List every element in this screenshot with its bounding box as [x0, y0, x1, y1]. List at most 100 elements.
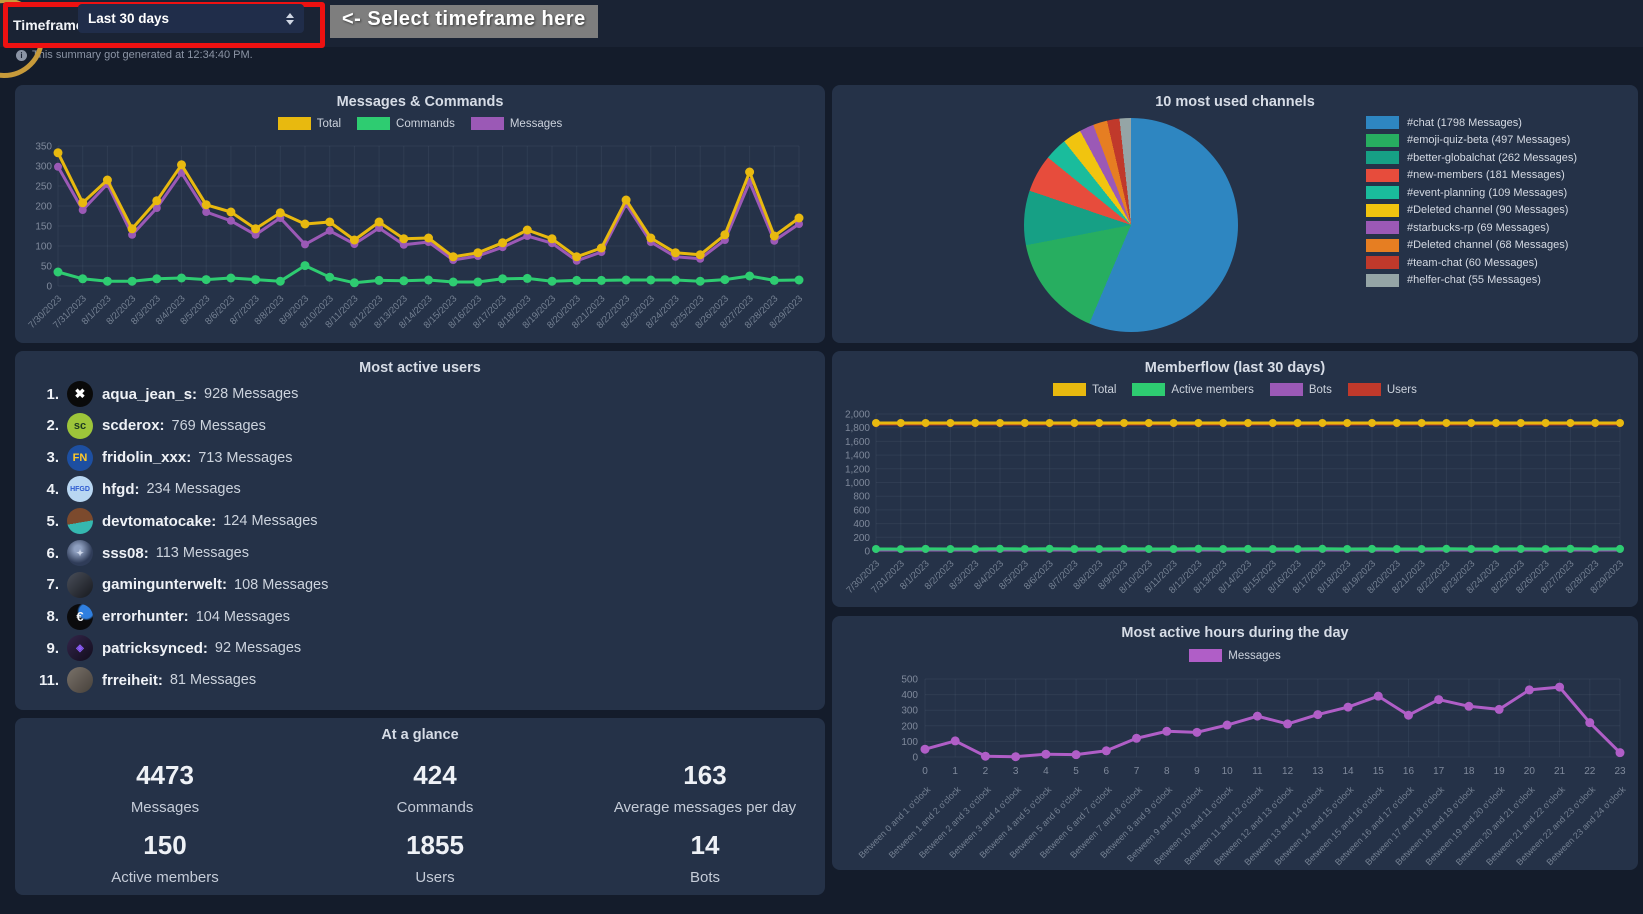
- data-point: [1252, 711, 1262, 721]
- legend-item-active-members[interactable]: Active members: [1132, 383, 1254, 396]
- data-point: [1313, 710, 1323, 720]
- legend-item-messages[interactable]: Messages: [1189, 649, 1281, 662]
- timeframe-select[interactable]: Last 30 days: [78, 4, 304, 33]
- data-point: [1368, 418, 1376, 427]
- data-point: [572, 252, 582, 262]
- legend-label: #Deleted channel (90 Messages): [1407, 204, 1569, 216]
- data-point: [971, 418, 980, 427]
- x-tick-label: 23: [1614, 766, 1626, 777]
- data-point: [896, 418, 905, 427]
- pie-legend-item[interactable]: #Deleted channel (68 Messages): [1366, 238, 1577, 252]
- user-rank: 7.: [46, 576, 59, 594]
- data-point: [695, 250, 705, 260]
- pie-legend-item[interactable]: #chat (1798 Messages): [1366, 116, 1577, 129]
- stat-label: Messages: [130, 799, 200, 816]
- user-row: 6. ✦ sss08: 113 Messages: [33, 539, 249, 567]
- legend-swatch: [277, 117, 311, 130]
- pie-legend-item[interactable]: #helfer-chat (55 Messages): [1366, 273, 1577, 287]
- pie-legend-item[interactable]: #event-planning (109 Messages): [1366, 186, 1577, 199]
- y-tick-label: 400: [901, 690, 918, 701]
- data-point: [1541, 544, 1550, 553]
- chart-title: Most active hours during the day: [1121, 625, 1349, 641]
- timeframe-hint-label: <- Select timeframe here: [330, 5, 598, 38]
- x-tick-label: 0: [922, 766, 928, 777]
- data-point: [301, 240, 309, 249]
- data-point: [769, 275, 779, 285]
- data-point: [921, 418, 930, 427]
- data-point: [1555, 682, 1565, 692]
- user-message-count: 92 Messages: [214, 640, 302, 657]
- data-point: [1392, 418, 1401, 427]
- y-tick-label: 600: [853, 505, 870, 516]
- data-point: [896, 545, 905, 554]
- channels-pie-panel: 10 most used channels #chat (1798 Messag…: [832, 85, 1638, 343]
- data-point: [1020, 544, 1029, 553]
- data-point: [177, 160, 186, 170]
- data-point: [1343, 544, 1352, 553]
- legend-label: #chat (1798 Messages): [1407, 116, 1522, 129]
- y-tick-label: 1,400: [845, 451, 870, 462]
- legend-item-total[interactable]: Total: [1053, 383, 1116, 396]
- generated-info-text: This summary got generated at 12:34:40 P…: [32, 49, 253, 61]
- pie-legend-item[interactable]: #new-members (181 Messages): [1366, 168, 1577, 182]
- user-message-count: 104 Messages: [195, 608, 290, 625]
- x-tick-label: 22: [1584, 766, 1596, 777]
- glance-stat-commands: 424 Commands: [300, 760, 570, 816]
- legend-label: Active members: [1171, 383, 1254, 396]
- legend-item-commands[interactable]: Commands: [357, 117, 455, 130]
- data-point: [1045, 544, 1054, 553]
- data-point: [1591, 544, 1600, 553]
- data-point: [399, 234, 409, 244]
- data-point: [769, 231, 779, 241]
- data-point: [1516, 544, 1525, 553]
- data-point: [1244, 418, 1252, 427]
- user-name: frreiheit:: [102, 671, 163, 689]
- legend-item-bots[interactable]: Bots: [1269, 383, 1332, 396]
- data-point: [275, 208, 285, 218]
- data-point: [572, 275, 582, 285]
- legend-swatch: [1366, 186, 1399, 199]
- user-row: 2. sc scderox: 769 Messages: [33, 412, 266, 440]
- data-point: [1464, 701, 1474, 711]
- legend-item-messages[interactable]: Messages: [470, 117, 563, 130]
- y-tick-label: 0: [864, 547, 870, 558]
- legend-item-total[interactable]: Total: [277, 117, 342, 130]
- legend-item-users[interactable]: Users: [1347, 383, 1417, 396]
- legend-swatch: [1366, 238, 1399, 252]
- x-tick-label: 20: [1524, 766, 1536, 777]
- user-name: fridolin_xxx:: [102, 449, 192, 467]
- pie-legend-item[interactable]: #team-chat (60 Messages): [1366, 256, 1577, 269]
- pie-legend-item[interactable]: #Deleted channel (90 Messages): [1366, 203, 1577, 217]
- user-name: devtomatocake:: [102, 512, 217, 530]
- pie-legend-item[interactable]: #emoji-quiz-beta (497 Messages): [1366, 133, 1577, 147]
- data-point: [720, 275, 730, 285]
- x-tick-label: 19: [1494, 766, 1506, 777]
- data-point: [1045, 418, 1054, 427]
- legend-label: Messages: [509, 117, 563, 130]
- y-tick-label: 300: [35, 162, 52, 173]
- legend-label: Total: [316, 117, 342, 130]
- legend-label: Messages: [1228, 649, 1281, 662]
- data-point: [720, 230, 730, 240]
- data-point: [473, 248, 483, 258]
- glance-stat-messages: 4473 Messages: [30, 760, 300, 816]
- data-point: [1318, 418, 1327, 427]
- user-message-count: 234 Messages: [146, 481, 241, 498]
- data-point: [374, 275, 384, 285]
- data-point: [1524, 685, 1534, 695]
- glance-stat-average-messages-per-day: 163 Average messages per day: [570, 760, 840, 816]
- legend-swatch: [1366, 203, 1399, 217]
- data-point: [1442, 418, 1451, 427]
- y-tick-label: 800: [853, 492, 870, 503]
- at-a-glance-panel: At a glance 4473 Messages 424 Commands 163 Av…: [15, 718, 825, 895]
- data-point: [1144, 544, 1153, 553]
- user-row: 5. devtomatocake: 124 Messages: [33, 507, 318, 535]
- pie-legend-item[interactable]: #starbucks-rp (69 Messages): [1366, 221, 1577, 234]
- legend-label: #starbucks-rp (69 Messages): [1407, 221, 1550, 234]
- x-tick-label: 12: [1282, 766, 1294, 777]
- data-point: [1293, 544, 1302, 553]
- user-rank: 9.: [46, 639, 59, 657]
- pie-legend-item[interactable]: #better-globalchat (262 Messages): [1366, 151, 1577, 164]
- stat-label: Commands: [396, 799, 474, 816]
- data-point: [152, 196, 162, 206]
